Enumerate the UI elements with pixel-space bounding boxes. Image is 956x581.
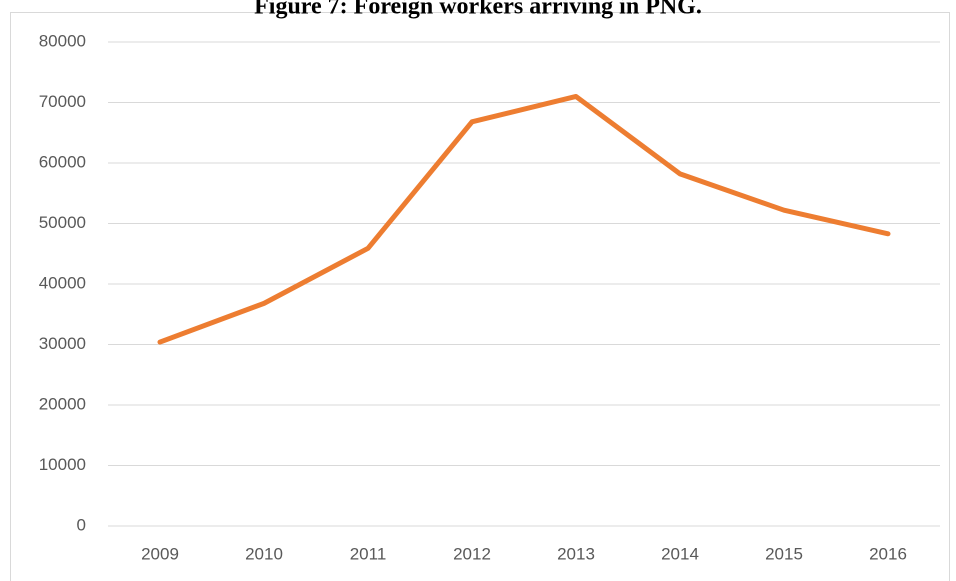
- chart-border: [10, 12, 950, 581]
- y-tick-label: 30000: [39, 334, 86, 353]
- x-tick-label: 2012: [453, 544, 491, 563]
- x-tick-label: 2010: [245, 544, 283, 563]
- y-tick-label: 40000: [39, 273, 86, 292]
- x-tick-label: 2016: [869, 544, 907, 563]
- y-tick-label: 0: [77, 515, 86, 534]
- plot-area: 0 10000 20000 30000 40000 50000 60000 70000 8000…: [39, 31, 940, 563]
- x-tick-label: 2015: [765, 544, 803, 563]
- x-tick-label: 2009: [141, 544, 179, 563]
- data-line: [157, 93, 891, 345]
- y-tick-label: 80000: [39, 31, 86, 50]
- x-tick-label: 2011: [350, 544, 387, 563]
- y-tick-label: 70000: [39, 92, 86, 111]
- chart-title: Figure 7: Foreign workers arriving in PN…: [254, 0, 702, 20]
- y-tick-label: 50000: [39, 213, 86, 232]
- y-tick-label: 20000: [39, 394, 86, 413]
- y-tick-label: 10000: [39, 455, 86, 474]
- x-tick-label: 2014: [661, 544, 699, 563]
- y-tick-label: 60000: [39, 152, 86, 171]
- x-tick-label: 2013: [557, 544, 595, 563]
